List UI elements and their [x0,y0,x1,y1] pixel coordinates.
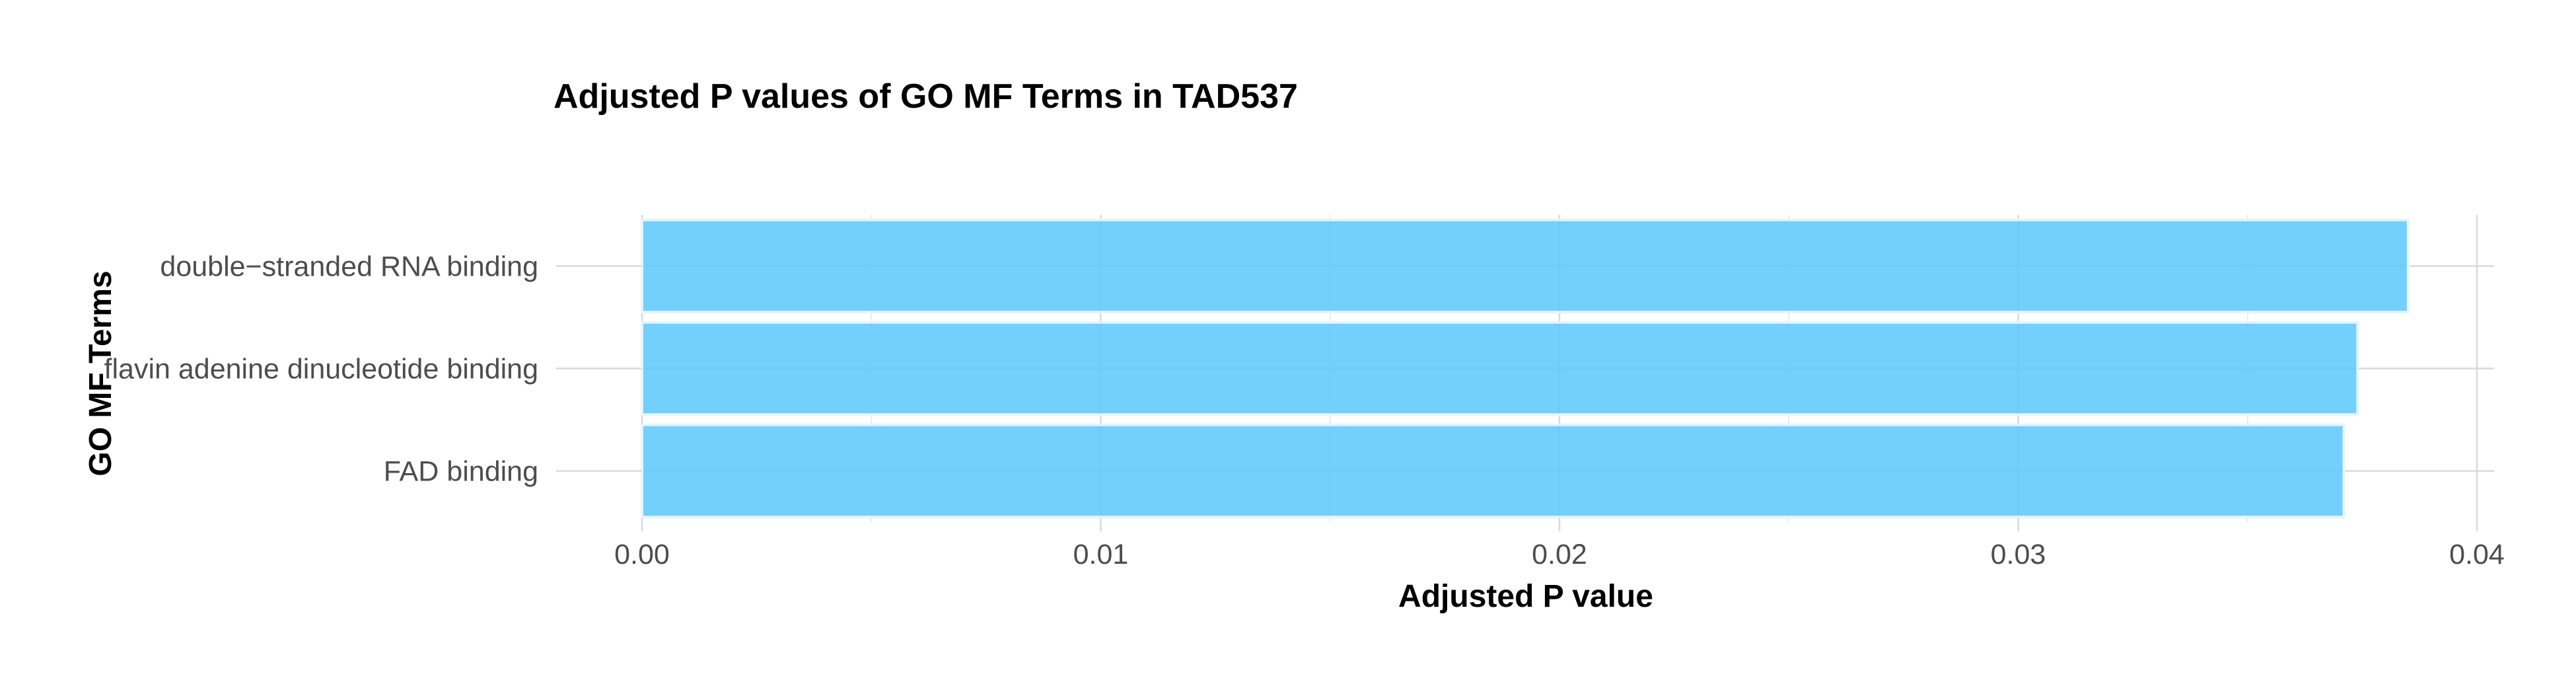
x-tick-label: 0.03 [1991,539,2046,570]
x-tick-label: 0.01 [1073,539,1129,570]
x-axis-label: Adjusted P value [1398,579,1653,614]
x-axis-ticks: 0.00 0.01 0.02 0.03 0.04 [614,522,2505,570]
y-axis-ticks: double−stranded RNA binding flavin adenin… [104,251,642,488]
y-tick-label: double−stranded RNA binding [160,251,538,283]
bars [641,218,2410,519]
x-tick-label: 0.00 [614,539,670,570]
bar [641,321,2359,416]
x-tick-label: 0.04 [2449,539,2505,570]
x-tick-label: 0.02 [1532,539,1587,570]
y-tick-label: flavin adenine dinucleotide binding [104,354,538,385]
y-tick-label: FAD binding [384,456,538,488]
bar [641,423,2345,519]
chart-title: Adjusted P values of GO MF Terms in TAD5… [554,77,1298,116]
bar [641,218,2410,314]
y-axis-label: GO MF Terms [83,270,118,476]
